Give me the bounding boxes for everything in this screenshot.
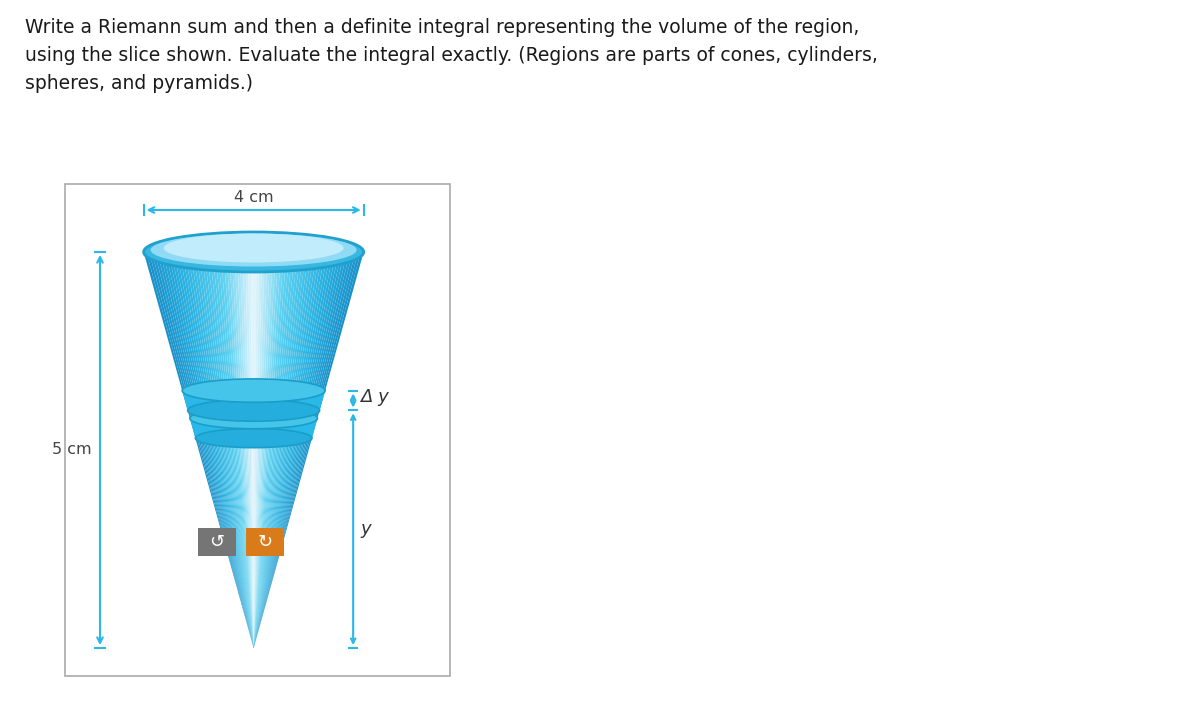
Polygon shape bbox=[190, 418, 318, 438]
Polygon shape bbox=[251, 252, 253, 648]
Polygon shape bbox=[253, 252, 306, 648]
Polygon shape bbox=[253, 252, 257, 648]
Polygon shape bbox=[253, 252, 317, 648]
Polygon shape bbox=[172, 252, 253, 648]
Polygon shape bbox=[248, 252, 253, 648]
Polygon shape bbox=[210, 252, 253, 648]
Polygon shape bbox=[253, 252, 289, 648]
Polygon shape bbox=[253, 252, 314, 648]
Polygon shape bbox=[253, 252, 276, 648]
Polygon shape bbox=[253, 252, 353, 648]
Polygon shape bbox=[253, 252, 328, 648]
Polygon shape bbox=[149, 252, 253, 648]
Polygon shape bbox=[253, 252, 300, 648]
Polygon shape bbox=[253, 252, 325, 648]
Polygon shape bbox=[253, 252, 336, 648]
Polygon shape bbox=[253, 252, 268, 648]
Text: Δ y: Δ y bbox=[360, 389, 389, 406]
Polygon shape bbox=[163, 252, 253, 648]
Polygon shape bbox=[191, 252, 253, 648]
Ellipse shape bbox=[163, 234, 343, 263]
Polygon shape bbox=[206, 252, 253, 648]
Polygon shape bbox=[253, 252, 323, 648]
Polygon shape bbox=[253, 252, 350, 648]
Polygon shape bbox=[253, 252, 292, 648]
Ellipse shape bbox=[151, 234, 356, 267]
Ellipse shape bbox=[196, 429, 312, 448]
FancyBboxPatch shape bbox=[246, 528, 284, 556]
Polygon shape bbox=[253, 252, 265, 648]
Polygon shape bbox=[253, 252, 281, 648]
Polygon shape bbox=[253, 252, 364, 648]
Polygon shape bbox=[253, 252, 338, 648]
Polygon shape bbox=[253, 252, 355, 648]
Polygon shape bbox=[215, 252, 253, 648]
Text: 4 cm: 4 cm bbox=[234, 190, 274, 205]
Polygon shape bbox=[176, 252, 253, 648]
Polygon shape bbox=[238, 252, 253, 648]
Polygon shape bbox=[168, 252, 253, 648]
Polygon shape bbox=[253, 252, 287, 648]
Polygon shape bbox=[246, 252, 253, 648]
Polygon shape bbox=[174, 252, 253, 648]
Polygon shape bbox=[144, 252, 253, 648]
Text: ↺: ↺ bbox=[210, 533, 224, 551]
Polygon shape bbox=[253, 252, 361, 648]
Polygon shape bbox=[240, 252, 253, 648]
Polygon shape bbox=[187, 252, 253, 648]
Polygon shape bbox=[182, 252, 253, 648]
Polygon shape bbox=[152, 252, 253, 648]
Polygon shape bbox=[157, 252, 253, 648]
Polygon shape bbox=[182, 391, 325, 410]
Polygon shape bbox=[253, 252, 319, 648]
Polygon shape bbox=[155, 252, 253, 648]
Ellipse shape bbox=[144, 232, 364, 272]
Polygon shape bbox=[253, 252, 298, 648]
Polygon shape bbox=[232, 252, 253, 648]
Polygon shape bbox=[253, 252, 259, 648]
Polygon shape bbox=[166, 252, 253, 648]
Text: 5 cm: 5 cm bbox=[53, 443, 92, 458]
Polygon shape bbox=[160, 252, 253, 648]
Text: ↻: ↻ bbox=[258, 533, 272, 551]
FancyBboxPatch shape bbox=[198, 528, 236, 556]
Polygon shape bbox=[253, 252, 278, 648]
Polygon shape bbox=[221, 252, 253, 648]
Polygon shape bbox=[234, 252, 253, 648]
Polygon shape bbox=[242, 252, 253, 648]
Polygon shape bbox=[253, 252, 347, 648]
Text: y: y bbox=[360, 520, 371, 538]
Polygon shape bbox=[253, 252, 312, 648]
Polygon shape bbox=[226, 252, 253, 648]
Polygon shape bbox=[253, 252, 342, 648]
Polygon shape bbox=[253, 252, 272, 648]
Polygon shape bbox=[229, 252, 253, 648]
Ellipse shape bbox=[190, 408, 318, 429]
Polygon shape bbox=[253, 252, 344, 648]
Polygon shape bbox=[196, 252, 253, 648]
Polygon shape bbox=[212, 252, 253, 648]
Polygon shape bbox=[185, 252, 253, 648]
Polygon shape bbox=[204, 252, 253, 648]
Polygon shape bbox=[253, 252, 295, 648]
Polygon shape bbox=[253, 252, 284, 648]
Bar bbox=[65, 184, 450, 676]
Polygon shape bbox=[253, 252, 270, 648]
Polygon shape bbox=[218, 252, 253, 648]
Ellipse shape bbox=[182, 379, 325, 402]
Polygon shape bbox=[199, 252, 253, 648]
Polygon shape bbox=[146, 252, 253, 648]
Polygon shape bbox=[223, 252, 253, 648]
Polygon shape bbox=[253, 252, 262, 648]
Text: Write a Riemann sum and then a definite integral representing the volume of the : Write a Riemann sum and then a definite … bbox=[25, 18, 878, 93]
Polygon shape bbox=[253, 252, 331, 648]
Polygon shape bbox=[253, 252, 304, 648]
Polygon shape bbox=[193, 252, 253, 648]
Polygon shape bbox=[253, 252, 308, 648]
Polygon shape bbox=[202, 252, 253, 648]
Polygon shape bbox=[180, 252, 253, 648]
Polygon shape bbox=[253, 252, 358, 648]
Ellipse shape bbox=[187, 400, 319, 421]
Polygon shape bbox=[253, 252, 334, 648]
